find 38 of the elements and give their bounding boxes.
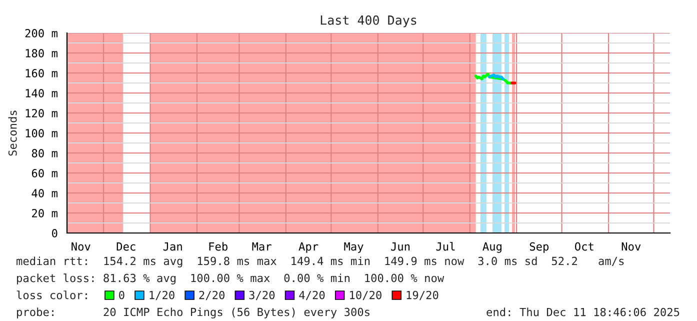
y-tick-label: 160 m [26, 69, 58, 78]
text: end: Thu Dec 11 18:46:06 2025 [486, 308, 680, 316]
legend-label: 3/20 [249, 290, 275, 300]
legend-label: 1/20 [150, 290, 174, 300]
y-tick-label: 180 m [26, 49, 58, 58]
y-tick-label: 200 m [25, 29, 58, 38]
legend-label: 19/20 [406, 290, 438, 300]
y-axis-title: Seconds [8, 110, 17, 156]
y-tick-label: 100 m [26, 129, 58, 138]
x-tick-label: Jul [436, 242, 455, 251]
x-tick-label: Jan [163, 242, 182, 251]
legend-label: 0 [119, 290, 124, 300]
x-tick-label: Oct [575, 242, 594, 251]
y-tick-label: 140 m [26, 89, 58, 98]
x-tick-label: Nov [622, 242, 641, 251]
y-tick-label: 80 m [32, 149, 58, 158]
text: median rtt: 154.2 ms avg 159.8 ms max 149.4 ms min 149.9 ms now 3.0 ms sd 52.2 am/s [16, 256, 624, 268]
legend-label: 2/20 [199, 290, 224, 300]
text: probe: 20 ICMP Echo Pings (56 Bytes) every 300s [17, 308, 370, 318]
y-tick-label: 60 m [32, 169, 58, 178]
x-tick-label: Feb [209, 242, 228, 251]
legend-title: loss color: [16, 290, 87, 300]
x-tick-label: Apr [298, 242, 318, 253]
y-tick-label: 120 m [26, 109, 58, 118]
x-tick-label: Jun [391, 242, 410, 251]
x-tick-label: Aug [482, 242, 502, 253]
text: packet loss: 81.63 % avg 100.00 % max 0.00 % min 100.00 % now [17, 274, 444, 284]
legend-label: 10/20 [350, 290, 382, 300]
legend-label: 4/20 [299, 290, 325, 300]
x-tick-label: May [344, 242, 364, 253]
x-tick-label: Sep [530, 242, 549, 253]
y-tick-label: 0 [52, 229, 58, 238]
x-tick-label: Nov [72, 242, 90, 251]
y-tick-label: 20 m [32, 209, 58, 218]
chart-title: Last 400 Days [320, 15, 416, 28]
x-tick-label: Dec [116, 242, 136, 251]
x-tick-label: Mar [252, 242, 272, 251]
y-tick-label: 40 m [32, 189, 58, 198]
